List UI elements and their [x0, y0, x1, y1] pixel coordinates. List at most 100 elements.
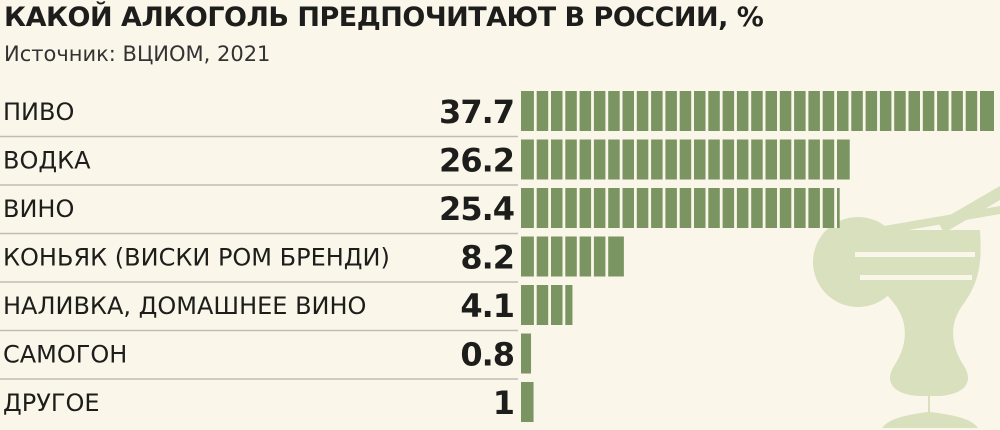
category-label: САМОГОН: [3, 341, 127, 369]
bar-row: ВОДКА 26.2: [0, 139, 850, 186]
bar-segment-divider: [634, 91, 637, 131]
bar-segment-divider: [576, 188, 580, 228]
value-label: 0.8: [460, 336, 514, 374]
bar-segment-divider: [805, 188, 809, 228]
bar-segment-divider: [920, 91, 923, 131]
bar-segment-divider: [805, 91, 809, 131]
bar-segment-divider: [748, 139, 752, 180]
bar-segment-divider: [848, 91, 852, 131]
bar-segment-divider: [648, 91, 652, 131]
bar-segment-divider: [533, 139, 537, 180]
category-label: ВОДКА: [3, 147, 91, 175]
bar-segment-divider: [791, 139, 795, 180]
chart-rows: ПИВО 37.7 ВОДКА 26.2 ВИНО 25.4 КОНЬЯК (ВИСКИ Р…: [0, 91, 994, 422]
bar-segment-divider: [634, 188, 637, 228]
bar-segment-divider: [619, 188, 623, 228]
bar-segment-divider: [691, 188, 694, 228]
bar-segment-divider: [962, 91, 966, 131]
bar-row: НАЛИВКА, ДОМАШНЕЕ ВИНО 4.1: [0, 285, 573, 332]
bar-segment-divider: [548, 139, 551, 180]
bar-segment-divider: [548, 285, 551, 325]
bar-segment-divider: [562, 188, 566, 228]
bar-segment-divider: [533, 285, 537, 325]
bar-segment-divider: [548, 236, 551, 277]
category-label: НАЛИВКА, ДОМАШНЕЕ ВИНО: [3, 292, 366, 320]
bar-segment-divider: [777, 139, 780, 180]
bar-segment-divider: [591, 91, 594, 131]
bar-segment-divider: [762, 91, 766, 131]
bar-segment-divider: [533, 236, 537, 277]
bar-segment-divider: [748, 188, 752, 228]
bar-segment-divider: [648, 139, 652, 180]
bar-segment-divider: [762, 188, 766, 228]
bar-segment-divider: [605, 91, 609, 131]
bar-segment-divider: [777, 188, 780, 228]
bar-segment-divider: [605, 236, 609, 277]
bar-segment-divider: [605, 188, 609, 228]
bar-segment-divider: [576, 236, 580, 277]
bar: [521, 382, 534, 422]
glass-highlight: [860, 275, 972, 280]
bar-segment-divider: [548, 188, 551, 228]
bar-segment-divider: [891, 91, 895, 131]
bar-segment-divider: [676, 91, 680, 131]
bar-segment-divider: [619, 139, 623, 180]
glass-shape: [850, 230, 981, 428]
bar-segment-divider: [605, 139, 609, 180]
bar-segment-divider: [562, 285, 566, 325]
bar-segment-divider: [819, 91, 823, 131]
bar-segment-divider: [791, 188, 795, 228]
bar-segment-divider: [533, 188, 537, 228]
value-label: 1: [493, 384, 514, 422]
bar-segment-divider: [805, 139, 809, 180]
bar-segment-divider: [548, 91, 551, 131]
bar-segment-divider: [576, 91, 580, 131]
bar-segment-divider: [834, 139, 837, 180]
bar-segment-divider: [748, 91, 752, 131]
chart-subtitle: Источник: ВЦИОМ, 2021: [4, 42, 271, 66]
bar-segment-divider: [591, 236, 594, 277]
bar-segment-divider: [762, 139, 766, 180]
bar-segment-divider: [691, 91, 694, 131]
bar-segment-divider: [705, 91, 709, 131]
bar-segment-divider: [719, 91, 723, 131]
bar: [521, 139, 850, 180]
bar-segment-divider: [533, 91, 537, 131]
bar-segment-divider: [719, 188, 723, 228]
bar-segment-divider: [819, 188, 823, 228]
bar-segment-divider: [934, 91, 938, 131]
bar-segment-divider: [777, 91, 780, 131]
bar-segment-divider: [662, 139, 666, 180]
bar-segment-divider: [905, 91, 909, 131]
value-label: 4.1: [460, 287, 514, 325]
bar-segment-divider: [948, 91, 952, 131]
bar-row: САМОГОН 0.8: [0, 333, 532, 380]
bar: [521, 188, 840, 228]
bar: [521, 91, 994, 131]
category-label: ПИВО: [3, 98, 74, 126]
bar-segment-divider: [562, 91, 566, 131]
bar-row: ДРУГОЕ 1: [3, 382, 534, 422]
bar: [521, 333, 532, 374]
bar-segment-divider: [719, 139, 723, 180]
category-label: КОНЬЯК (ВИСКИ РОМ БРЕНДИ): [3, 244, 390, 272]
bar-segment-divider: [819, 139, 823, 180]
bar-segment-divider: [591, 188, 594, 228]
bar-segment-divider: [691, 139, 694, 180]
bar-segment-divider: [834, 188, 837, 228]
glass-highlight: [855, 252, 975, 257]
bar-segment-divider: [862, 91, 866, 131]
bar-segment-divider: [734, 91, 737, 131]
bar-segment-divider: [834, 91, 837, 131]
bar-segment-divider: [648, 188, 652, 228]
bar-segment-divider: [705, 139, 709, 180]
bar-row: ПИВО 37.7: [0, 91, 994, 138]
bar-segment-divider: [662, 188, 666, 228]
category-label: ВИНО: [3, 195, 74, 223]
bar-segment-divider: [676, 139, 680, 180]
bar-segment-divider: [562, 236, 566, 277]
value-label: 8.2: [460, 239, 514, 277]
bar-segment-divider: [977, 91, 980, 131]
value-label: 26.2: [439, 142, 514, 180]
